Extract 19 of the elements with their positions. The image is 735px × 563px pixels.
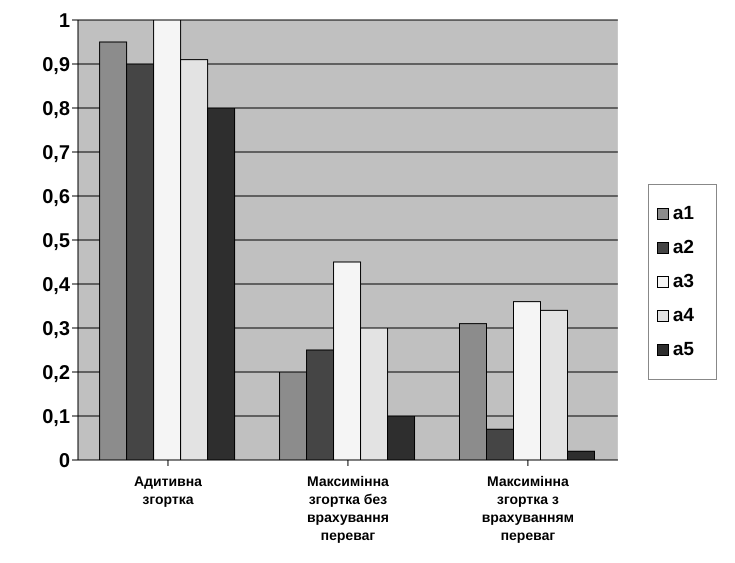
y-tick-label: 0,9: [42, 54, 70, 76]
y-tick-label: 1: [58, 10, 70, 32]
legend-label: a1: [672, 202, 694, 224]
x-tick-label: Максимінна згортка без врахування переваг: [306, 473, 390, 543]
legend-label: a5: [672, 338, 694, 360]
y-tick-label: 0,3: [42, 318, 70, 340]
legend-label: a4: [672, 304, 694, 326]
y-tick-label: 0,8: [42, 98, 70, 120]
y-tick-label: 0,5: [42, 230, 70, 252]
y-tick-label: 0,4: [42, 274, 71, 296]
legend-label: a2: [672, 236, 694, 258]
y-tick-label: 0,6: [42, 186, 70, 208]
x-tick-label: Максимінна згортка з врахуванням переваг: [482, 473, 574, 543]
y-tick-label: 0,1: [42, 406, 70, 428]
legend-label: a3: [672, 270, 694, 292]
y-tick-label: 0,2: [42, 362, 70, 384]
x-tick-label: Адитивна згортка: [134, 473, 202, 507]
y-tick-label: 0: [58, 450, 70, 472]
y-tick-label: 0,7: [42, 142, 70, 164]
